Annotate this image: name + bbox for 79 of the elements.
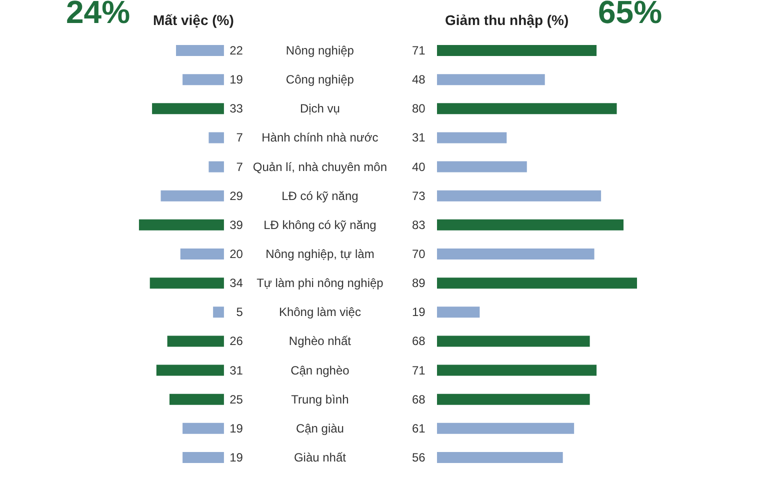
data-label: 48 <box>412 72 426 87</box>
bar <box>160 190 224 202</box>
data-label: 80 <box>412 102 426 116</box>
y-tick-label: Hành chính nhà nước <box>262 130 378 145</box>
data-label: 71 <box>412 44 426 58</box>
data-label: 33 <box>230 102 244 116</box>
data-label: 73 <box>412 188 426 203</box>
bar <box>437 103 617 114</box>
data-label: 39 <box>230 218 244 232</box>
bar <box>437 306 480 318</box>
data-label: 19 <box>412 305 426 320</box>
bar <box>437 336 590 347</box>
bar <box>437 132 507 144</box>
y-tick-label: Cận nghèo <box>290 363 350 378</box>
data-label: 68 <box>412 334 426 348</box>
bar <box>437 278 637 289</box>
data-label: 5 <box>236 305 244 320</box>
data-label: 83 <box>412 218 426 232</box>
bar <box>182 422 224 434</box>
data-label: 61 <box>412 421 426 436</box>
y-tick-label: Nông nghiệp, tự làm <box>266 247 374 261</box>
bar <box>437 190 602 202</box>
y-tick-label: Không làm việc <box>278 305 361 320</box>
data-label: 31 <box>230 363 244 378</box>
data-label: 56 <box>412 450 426 464</box>
data-label: 22 <box>230 44 244 58</box>
chart-title: Mất việc (%) <box>153 12 234 28</box>
y-tick-label: LĐ có kỹ năng <box>282 188 358 203</box>
y-tick-label: Nông nghiệp <box>286 44 354 58</box>
data-label: 19 <box>230 421 244 436</box>
y-tick-label: Cận giàu <box>296 421 344 436</box>
y-tick-label: LĐ không có kỹ năng <box>264 218 376 232</box>
data-label: 70 <box>412 247 426 261</box>
data-label: 71 <box>412 363 426 378</box>
data-label: 89 <box>412 276 426 290</box>
bar <box>167 336 224 347</box>
data-label: 29 <box>230 188 244 203</box>
bar <box>437 74 545 86</box>
data-label: 20 <box>230 247 244 261</box>
data-label: 19 <box>230 450 244 464</box>
y-tick-label: Giàu nhất <box>294 450 347 464</box>
y-tick-label: Trung bình <box>291 392 349 406</box>
bar <box>437 219 624 230</box>
data-label: 7 <box>236 160 244 174</box>
y-tick-label: Quản lí, nhà chuyên môn <box>252 160 388 174</box>
bar <box>437 452 563 463</box>
bar <box>437 161 527 172</box>
data-label: 68 <box>412 392 426 406</box>
bar <box>138 219 224 230</box>
bar <box>437 422 574 434</box>
y-tick-label: Dịch vụ <box>300 102 340 116</box>
data-label: 25 <box>230 392 244 406</box>
chart-title: Giảm thu nhập (%) <box>445 12 569 28</box>
data-label: 19 <box>230 72 244 87</box>
bar <box>437 364 597 376</box>
bar <box>169 394 224 405</box>
y-tick-label: Tự làm phi nông nghiệp <box>256 276 384 290</box>
bar <box>208 161 224 172</box>
y-tick-label: Nghèo nhất <box>288 334 352 348</box>
bar <box>176 45 224 56</box>
bar <box>150 278 224 289</box>
y-tick-label: Công nghiệp <box>286 72 354 87</box>
bar <box>437 45 597 56</box>
bar <box>180 248 224 260</box>
text: 24% <box>66 0 130 30</box>
data-label: 40 <box>412 160 426 174</box>
data-label: 34 <box>230 276 244 290</box>
bar <box>437 394 590 405</box>
bar <box>182 74 224 86</box>
bar <box>156 364 224 376</box>
bar <box>437 248 594 260</box>
data-label: 31 <box>412 130 426 145</box>
text: 65% <box>598 0 662 30</box>
data-label: 7 <box>236 130 244 145</box>
bar <box>213 306 224 318</box>
data-label: 26 <box>230 334 244 348</box>
bar <box>208 132 224 144</box>
bar <box>152 103 224 114</box>
bar <box>182 452 224 463</box>
